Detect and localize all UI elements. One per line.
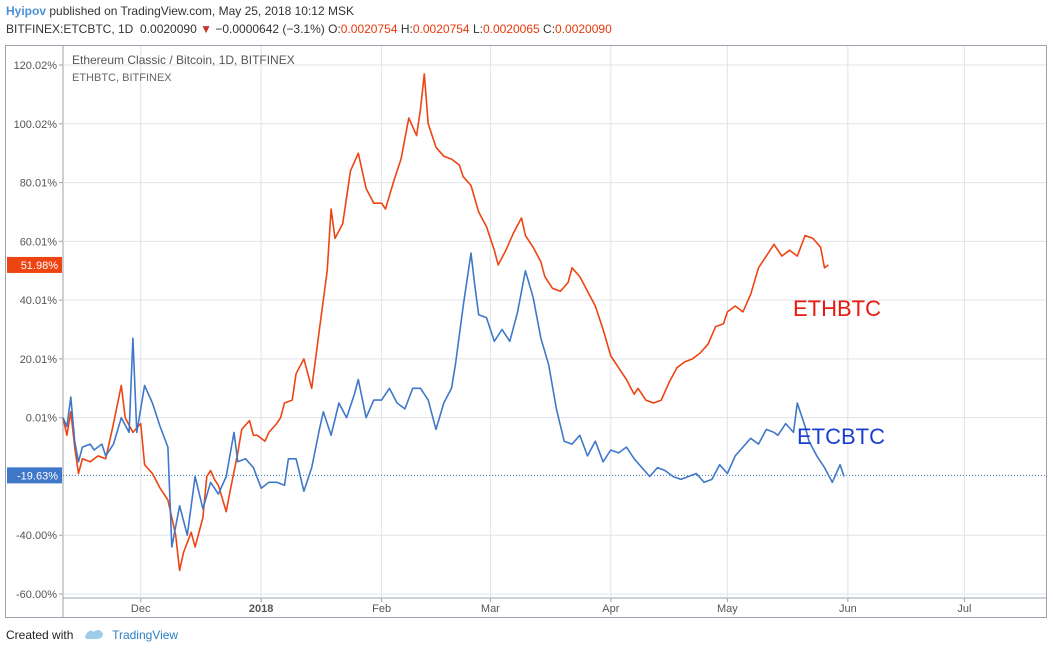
legend-compare-series: ETHBTC, BITFINEX — [72, 72, 172, 84]
etc-last-value-label-bg — [7, 467, 62, 484]
tradingview-brand[interactable]: TradingView — [112, 628, 179, 642]
down-arrow-icon: ▼ — [200, 22, 212, 36]
x-tick-label: Dec — [131, 603, 151, 615]
publish-info: Hyipov published on TradingView.com, May… — [6, 4, 354, 18]
etcbtc-annotation: ETCBTC — [797, 424, 885, 449]
open-value: 0.0020754 — [340, 22, 398, 36]
close-value: 0.0020090 — [555, 22, 612, 36]
ohlc-bar: BITFINEX:ETCBTC, 1D 0.0020090 ▼ −0.00006… — [6, 22, 612, 36]
y-tick-label: 40.01% — [20, 295, 58, 307]
footer: Created with TradingView — [6, 628, 178, 642]
y-tick-label: -40.00% — [16, 530, 57, 542]
y-tick-label: 0.01% — [26, 413, 57, 425]
y-tick-label: 120.02% — [14, 60, 58, 72]
last-price: 0.0020090 — [140, 22, 197, 36]
open-label: O: — [328, 22, 341, 36]
etcbtc-line — [62, 252, 845, 548]
low-value: 0.0020065 — [482, 22, 540, 36]
etc-last-value-label: -19.63% — [17, 470, 58, 482]
x-tick-label: Apr — [602, 603, 619, 615]
ethbtc-annotation: ETHBTC — [793, 296, 881, 321]
plot-area — [63, 46, 1046, 598]
published-text: published on TradingView.com, May 25, 20… — [49, 4, 354, 18]
high-value: 0.0020754 — [412, 22, 470, 36]
x-tick-label: May — [717, 603, 738, 615]
x-tick-label: Jul — [957, 603, 971, 615]
author-name[interactable]: Hyipov — [6, 4, 47, 18]
eth-last-value-label: 51.98% — [21, 260, 59, 272]
y-tick-label: 20.01% — [20, 354, 58, 366]
legend-main-series: Ethereum Classic / Bitcoin, 1D, BITFINEX — [72, 53, 295, 67]
high-label: H: — [400, 22, 413, 36]
tradingview-logo-icon[interactable] — [77, 628, 108, 642]
x-tick-label: Feb — [372, 603, 391, 615]
low-label: L: — [472, 22, 483, 36]
y-tick-label: 60.01% — [20, 236, 58, 248]
y-tick-label: 80.01% — [20, 178, 58, 190]
x-tick-label: Mar — [481, 603, 500, 615]
y-tick-label: -60.00% — [16, 589, 57, 601]
created-with-text: Created with — [6, 628, 74, 642]
y-tick-label: 100.02% — [14, 119, 58, 131]
x-tick-label: 2018 — [249, 603, 273, 615]
eth-last-value-label-bg — [7, 256, 62, 273]
price-change: −0.0000642 (−3.1%) — [215, 22, 325, 36]
x-tick-label: Jun — [839, 603, 857, 615]
symbol-label: BITFINEX:ETCBTC, 1D — [6, 22, 134, 36]
ethbtc-line — [62, 73, 829, 572]
close-label: C: — [543, 22, 556, 36]
